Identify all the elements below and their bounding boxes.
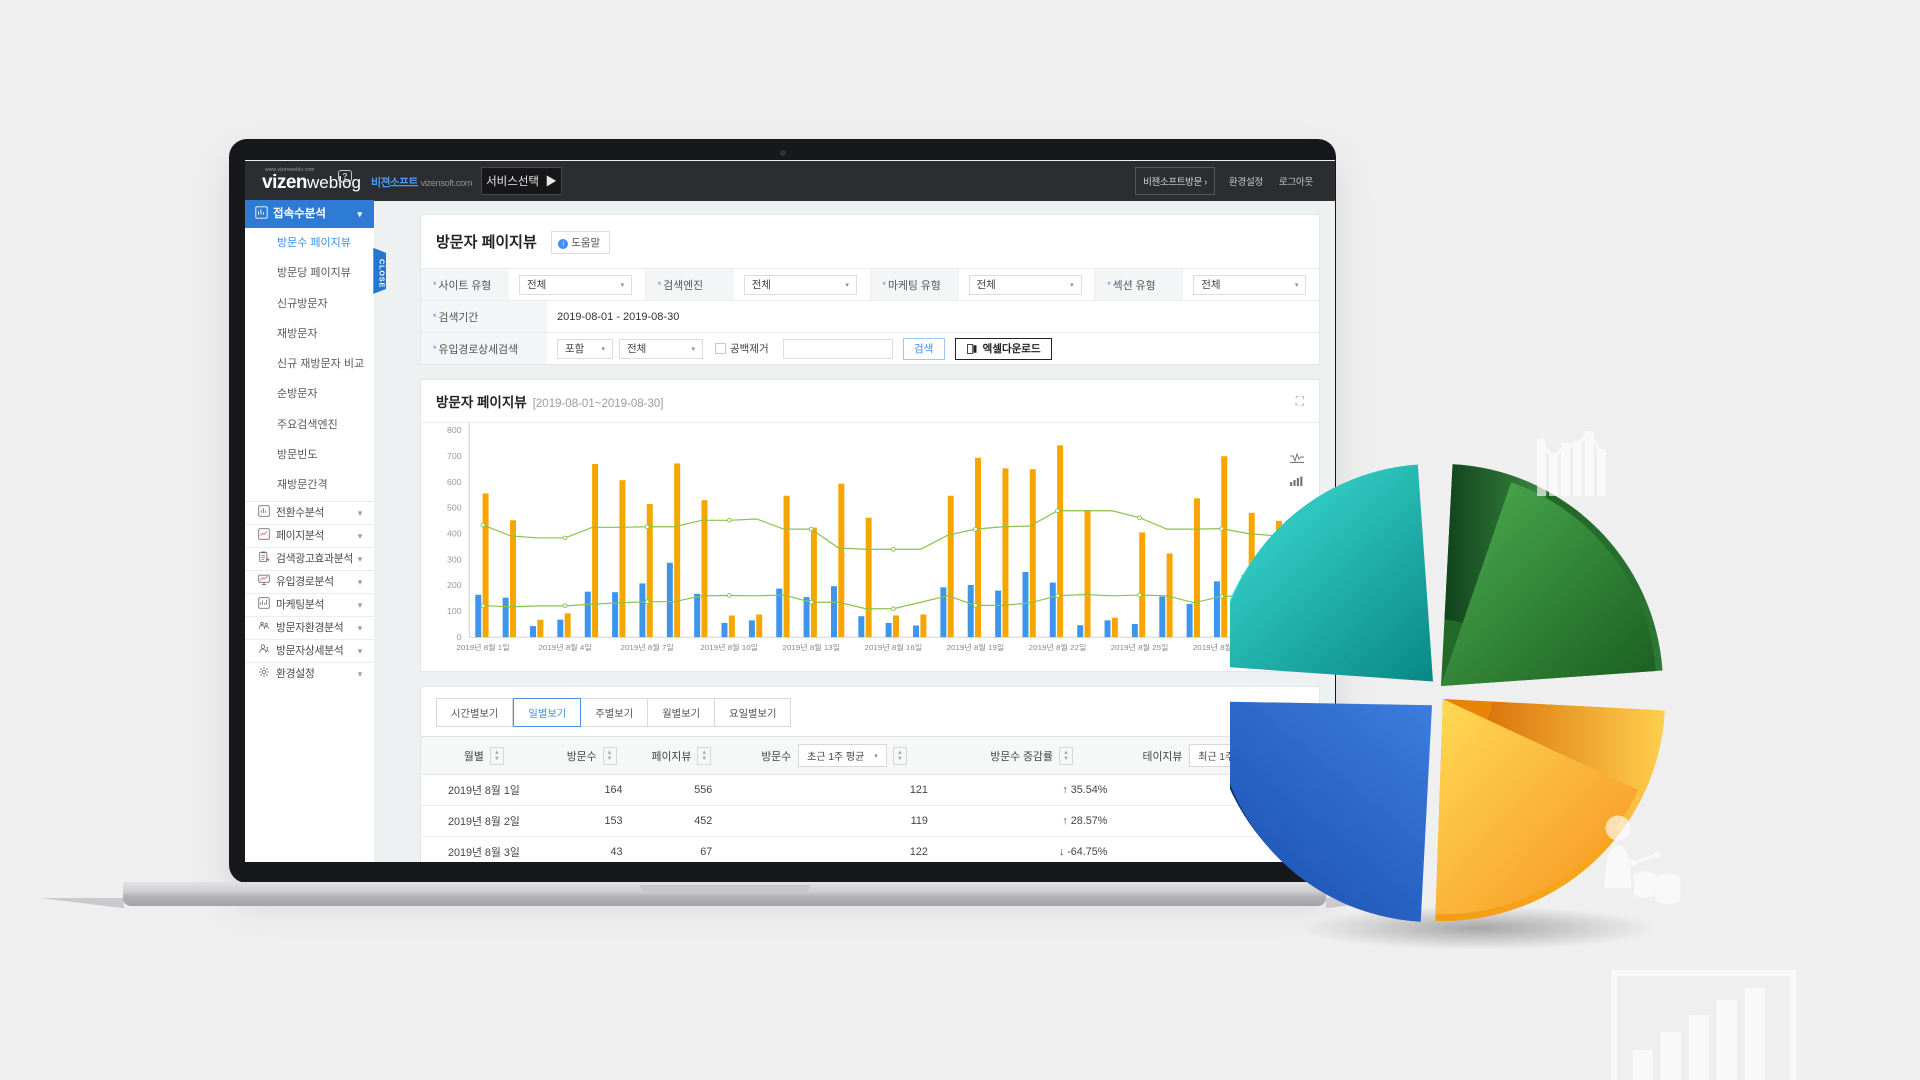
svg-text:2019년 8월 22일: 2019년 8월 22일 <box>1029 643 1087 653</box>
svg-text:500: 500 <box>447 503 462 513</box>
svg-text:2019년 8월 16일: 2019년 8월 16일 <box>865 643 923 653</box>
svg-text:800: 800 <box>447 426 462 436</box>
svg-text:2019년 8월 7일: 2019년 8월 7일 <box>621 643 674 653</box>
svg-text:100: 100 <box>447 607 462 617</box>
svg-text:2019년 8월 1일: 2019년 8월 1일 <box>456 643 509 653</box>
svg-text:300: 300 <box>447 555 462 565</box>
svg-text:2019년 8월 13일: 2019년 8월 13일 <box>782 643 840 653</box>
svg-text:0: 0 <box>457 632 462 642</box>
svg-text:200: 200 <box>447 581 462 591</box>
svg-text:600: 600 <box>447 477 462 487</box>
svg-text:2019년 8월 19일: 2019년 8월 19일 <box>947 643 1005 653</box>
svg-text:2019년 8월 10일: 2019년 8월 10일 <box>700 643 758 653</box>
svg-text:2019년 8월 4일: 2019년 8월 4일 <box>538 643 591 653</box>
svg-text:700: 700 <box>447 451 462 461</box>
svg-text:400: 400 <box>447 529 462 539</box>
svg-text:2019년 8월 25일: 2019년 8월 25일 <box>1111 643 1169 653</box>
